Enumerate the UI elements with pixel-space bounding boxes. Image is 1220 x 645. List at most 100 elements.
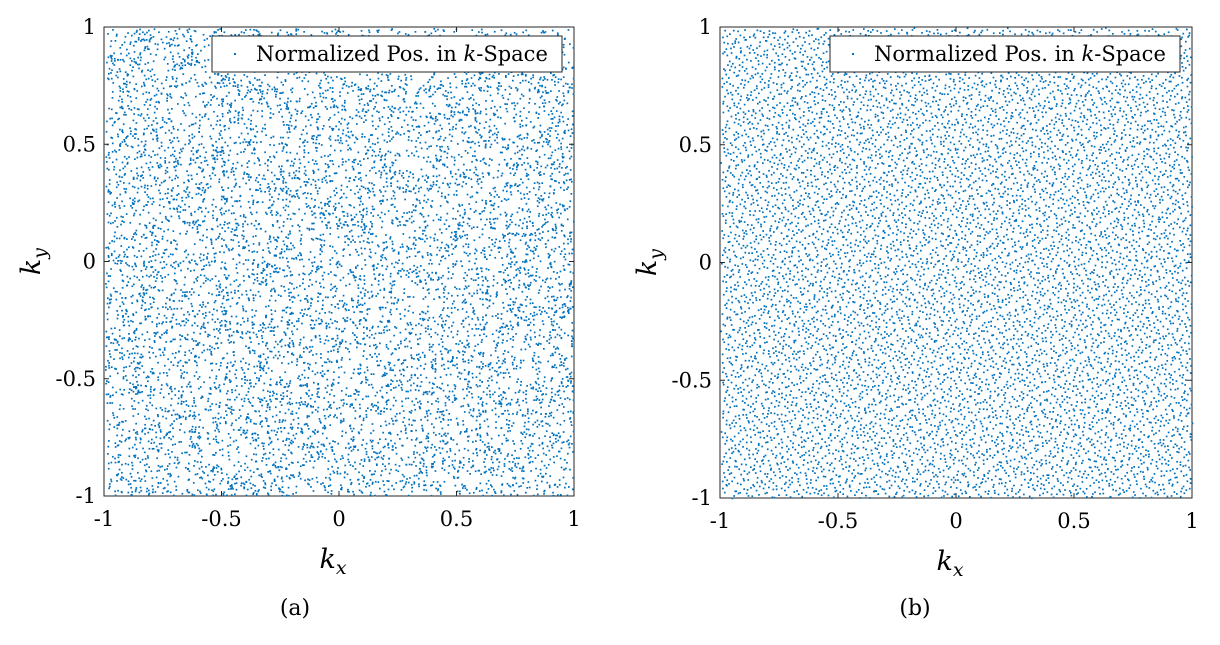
scatter-point <box>459 224 461 226</box>
scatter-point <box>247 132 249 135</box>
scatter-point <box>410 354 413 357</box>
scatter-point <box>197 149 199 152</box>
scatter-point <box>554 130 557 132</box>
scatter-point <box>569 417 572 419</box>
scatter-point <box>510 265 512 268</box>
scatter-point <box>441 357 444 360</box>
scatter-point <box>331 91 334 93</box>
scatter-point <box>145 91 148 94</box>
scatter-point <box>310 297 313 300</box>
scatter-point <box>397 95 400 97</box>
scatter-point <box>423 462 425 465</box>
scatter-point <box>407 247 410 249</box>
scatter-point <box>367 157 369 160</box>
scatter-point <box>426 310 429 313</box>
scatter-point <box>477 183 480 185</box>
scatter-point <box>301 432 304 434</box>
scatter-point <box>308 285 310 288</box>
scatter-point <box>155 355 157 358</box>
scatter-point <box>188 28 191 30</box>
scatter-point <box>537 360 540 363</box>
scatter-point <box>514 104 517 107</box>
scatter-point <box>278 419 281 421</box>
scatter-point <box>504 88 507 91</box>
scatter-point <box>483 247 486 249</box>
scatter-point <box>220 146 223 149</box>
scatter-point <box>281 165 283 168</box>
scatter-point <box>258 85 261 87</box>
scatter-point <box>428 292 430 295</box>
scatter-point <box>265 284 267 286</box>
scatter-point <box>450 437 452 439</box>
scatter-point <box>270 31 273 34</box>
scatter-point <box>245 29 247 31</box>
scatter-point <box>399 246 402 249</box>
scatter-point <box>105 369 107 371</box>
scatter-point <box>193 431 196 433</box>
scatter-point <box>230 171 233 173</box>
scatter-point <box>388 128 390 130</box>
scatter-point <box>324 74 327 76</box>
scatter-point <box>408 305 411 308</box>
scatter-point <box>535 395 538 398</box>
scatter-point <box>144 480 147 482</box>
scatter-point <box>388 422 391 425</box>
scatter-point <box>166 479 168 482</box>
scatter-point <box>468 260 471 263</box>
scatter-point <box>336 407 338 410</box>
scatter-point <box>322 96 325 99</box>
scatter-point <box>387 480 390 482</box>
scatter-point <box>252 268 254 271</box>
scatter-point <box>516 89 519 92</box>
scatter-point <box>298 473 301 475</box>
scatter-point <box>263 260 266 263</box>
scatter-point <box>313 96 316 99</box>
scatter-point <box>209 388 212 390</box>
scatter-point <box>287 136 290 139</box>
scatter-point <box>362 439 364 441</box>
scatter-point <box>186 29 189 32</box>
scatter-point <box>238 470 240 473</box>
scatter-point <box>165 321 168 323</box>
scatter-point <box>175 86 178 89</box>
scatter-point <box>305 184 307 187</box>
scatter-point <box>248 400 250 403</box>
scatter-point <box>538 437 541 440</box>
scatter-point <box>383 326 386 328</box>
scatter-point <box>384 367 387 370</box>
scatter-point <box>365 111 368 113</box>
scatter-point <box>131 491 133 493</box>
scatter-point <box>324 163 327 165</box>
scatter-point <box>105 336 108 339</box>
scatter-point <box>124 297 127 299</box>
scatter-point <box>156 162 159 164</box>
scatter-point <box>140 236 143 238</box>
scatter-point <box>405 337 408 340</box>
scatter-point <box>149 394 151 397</box>
scatter-point <box>340 196 343 199</box>
scatter-point <box>503 138 506 140</box>
scatter-point <box>537 82 540 84</box>
scatter-point <box>485 278 487 280</box>
scatter-point <box>165 122 168 124</box>
scatter-point <box>408 418 410 421</box>
scatter-point <box>145 404 148 407</box>
scatter-point <box>405 397 407 400</box>
scatter-point <box>486 85 489 87</box>
scatter-point <box>525 390 527 392</box>
scatter-point <box>571 180 573 183</box>
scatter-point <box>332 337 334 340</box>
scatter-point <box>440 232 443 234</box>
scatter-point <box>520 361 522 364</box>
scatter-point <box>499 401 502 404</box>
scatter-point <box>177 52 180 55</box>
scatter-point <box>276 475 279 478</box>
scatter-point <box>140 140 143 143</box>
scatter-point <box>257 266 259 268</box>
scatter-point <box>174 247 177 250</box>
scatter-point <box>175 318 178 321</box>
scatter-point <box>386 301 389 304</box>
scatter-point <box>273 463 275 466</box>
scatter-point <box>257 397 260 399</box>
scatter-point <box>164 468 166 471</box>
